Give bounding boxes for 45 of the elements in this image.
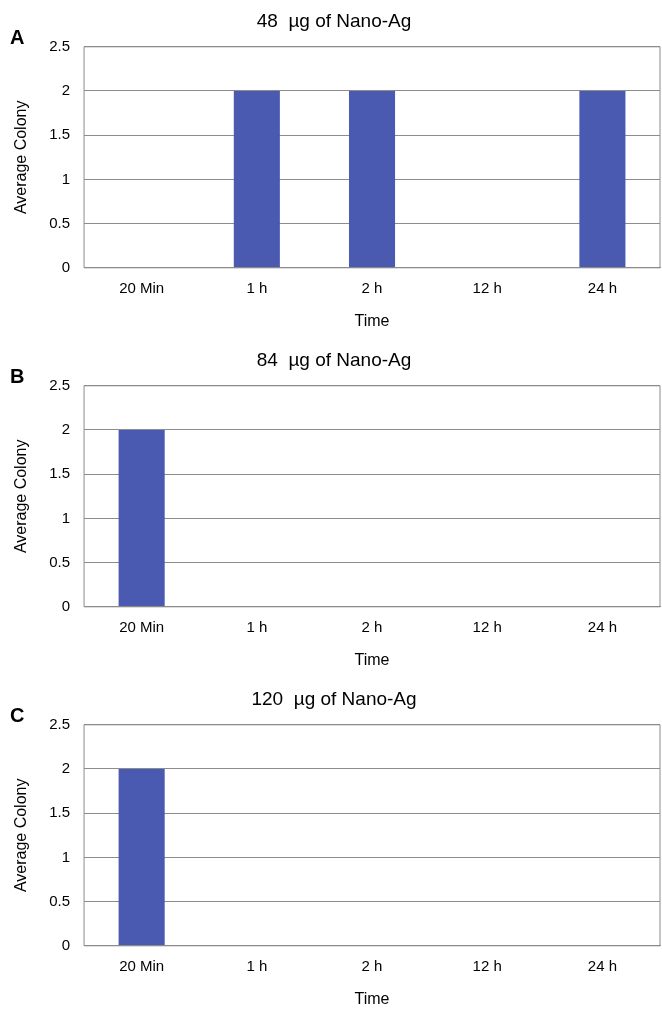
x-axis-title: Time <box>354 989 390 1007</box>
y-tick-label: 1.5 <box>49 464 71 482</box>
y-axis-title: Average Colony <box>12 100 30 215</box>
x-tick-label: 2 h <box>361 617 383 635</box>
text: B <box>10 364 25 387</box>
x-tick-label: 24 h <box>587 956 618 974</box>
y-tick-label: 0 <box>61 596 71 614</box>
x-tick-label: 24 h <box>587 278 618 296</box>
y-tick-label: 1 <box>61 508 71 526</box>
chart-title: 84 µg of Nano-Ag <box>256 348 412 370</box>
chart-title: 120 µg of Nano-Ag <box>251 687 417 709</box>
y-axis-title: Average Colony <box>12 778 30 893</box>
y-tick-label: 0.5 <box>49 552 71 570</box>
x-tick-label: 2 h <box>361 956 383 974</box>
y-tick-label: 0 <box>61 935 71 953</box>
y-tick-label: 0.5 <box>49 213 71 231</box>
x-tick-label: 12 h <box>472 617 502 635</box>
y-tick-label: 2.5 <box>49 36 71 54</box>
y-axis-title: Average Colony <box>12 439 30 554</box>
text: C <box>10 703 25 726</box>
x-tick-label: 24 h <box>587 617 618 635</box>
x-tick-label: 1 h <box>246 617 268 635</box>
y-tick-label: 2.5 <box>49 375 71 393</box>
y-tick-label: 0.5 <box>49 891 71 909</box>
x-tick-label: 1 h <box>246 278 268 296</box>
y-tick-label: 1.5 <box>49 803 71 821</box>
chart-title: 48 µg of Nano-Ag <box>256 9 412 31</box>
x-tick-label: 20 Min <box>119 278 165 296</box>
x-tick-label: 20 Min <box>119 956 165 974</box>
x-axis-title: Time <box>354 311 390 329</box>
y-tick-label: 1.5 <box>49 125 71 143</box>
x-tick-label: 1 h <box>246 956 268 974</box>
y-tick-label: 2 <box>61 420 71 438</box>
y-tick-label: 2 <box>61 759 71 777</box>
y-tick-label: 2 <box>61 81 71 99</box>
y-tick-label: 0 <box>61 257 71 275</box>
x-tick-label: 20 Min <box>119 617 165 635</box>
y-tick-label: 1 <box>61 847 71 865</box>
x-tick-label: 12 h <box>472 278 502 296</box>
y-tick-label: 2.5 <box>49 714 71 732</box>
text: A <box>10 25 25 48</box>
x-axis-title: Time <box>354 650 390 668</box>
y-tick-label: 1 <box>61 169 71 187</box>
x-tick-label: 2 h <box>361 278 383 296</box>
x-tick-label: 12 h <box>472 956 502 974</box>
